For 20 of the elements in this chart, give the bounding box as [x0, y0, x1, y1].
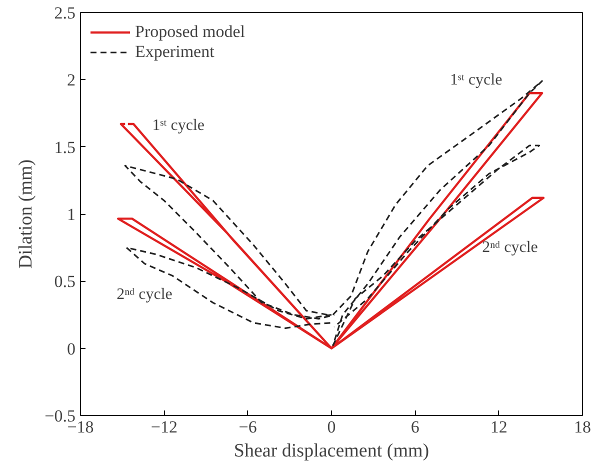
- y-tick-label: 2: [67, 70, 76, 90]
- x-tick-label: 18: [574, 418, 591, 436]
- annotation: 1ˢᵗ cycle: [152, 116, 205, 134]
- x-tick-label: 12: [490, 418, 508, 436]
- annotation: 2ⁿᵈ cycle: [482, 238, 538, 256]
- x-axis-title: Shear displacement (mm): [234, 440, 430, 462]
- y-tick-label: 0: [67, 339, 76, 358]
- annotation: 2ⁿᵈ cycle: [116, 286, 172, 304]
- y-tick-label: 1.5: [54, 138, 76, 157]
- y-axis-title: Dilation (mm): [16, 159, 37, 269]
- annotation: 1ˢᵗ cycle: [450, 71, 502, 88]
- legend-label: Proposed model: [135, 22, 246, 42]
- y-tick-label: 1: [67, 205, 76, 224]
- x-tick-label: −12: [150, 418, 178, 436]
- y-tick-label: 2.5: [54, 4, 76, 22]
- x-tick-label: −6: [238, 418, 257, 436]
- x-tick-label: 6: [410, 418, 420, 436]
- y-tick-label: 0.5: [54, 272, 76, 292]
- x-tick-label: 0: [327, 418, 336, 436]
- legend-label: Experiment: [135, 42, 214, 62]
